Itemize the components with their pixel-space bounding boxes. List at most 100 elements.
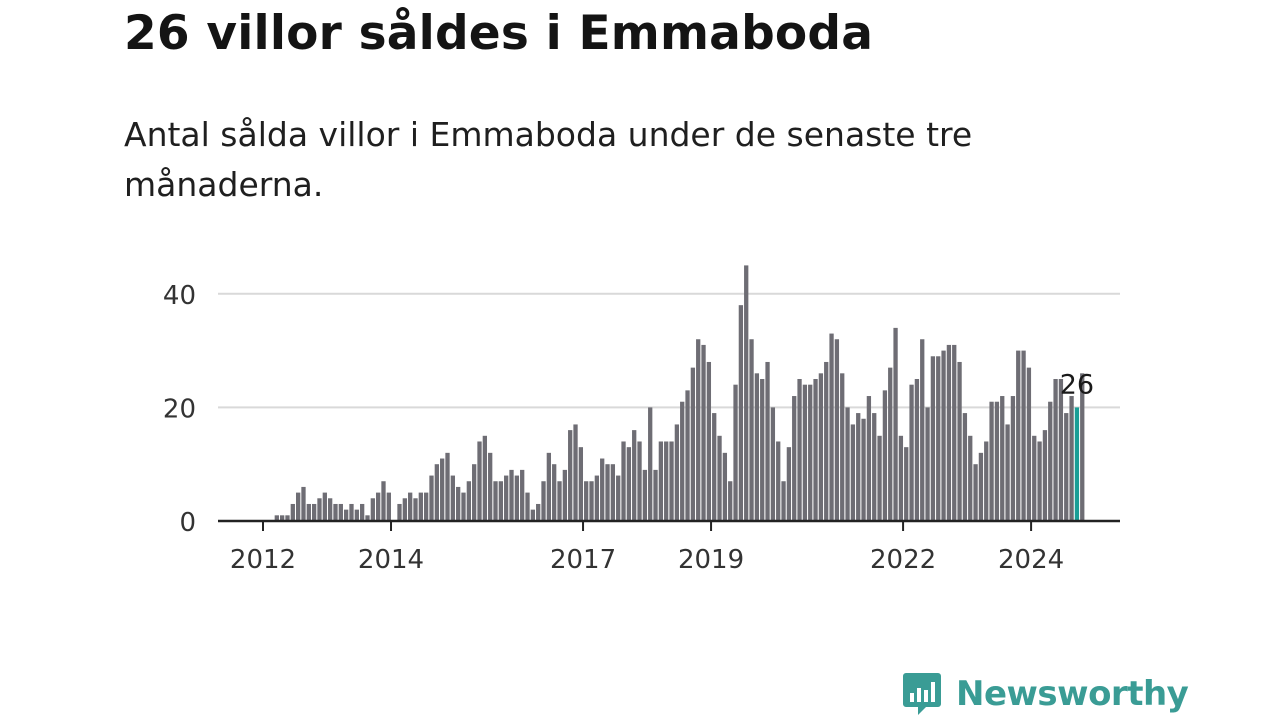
bar [386, 492, 391, 521]
bar [488, 452, 493, 521]
bar [664, 441, 669, 521]
bar [296, 492, 301, 521]
bar [898, 435, 904, 521]
bar [829, 333, 834, 521]
bar [845, 407, 850, 521]
bar [530, 509, 535, 521]
bar [648, 407, 653, 521]
bars [274, 265, 1085, 521]
bar [477, 441, 482, 521]
bar [514, 475, 519, 521]
bar [808, 384, 813, 521]
chart-subtitle: Antal sålda villor i Emmaboda under de s… [124, 115, 973, 204]
y-tick-label: 0 [179, 508, 196, 538]
bar [925, 407, 930, 521]
bar [1037, 441, 1042, 521]
bar [552, 464, 557, 521]
bar [701, 344, 706, 521]
bar [445, 452, 450, 521]
bar [872, 413, 877, 521]
bar [328, 498, 333, 521]
bar [525, 492, 530, 521]
bar [658, 441, 664, 521]
bar [653, 469, 658, 521]
bar [536, 503, 541, 521]
bar [1000, 396, 1005, 521]
bar [637, 441, 642, 521]
bar [813, 379, 818, 521]
bar [434, 464, 439, 521]
bar [605, 464, 610, 521]
bar [594, 475, 600, 521]
bar [509, 469, 514, 521]
bar [968, 435, 973, 521]
labels: 0 20 40 2012 2014 2017 2019 2022 2024 26 [163, 281, 1094, 575]
bar [685, 390, 690, 521]
bar [834, 339, 840, 521]
bar [504, 475, 509, 521]
x-tick-label: 2012 [230, 545, 296, 575]
x-tick-label: 2017 [550, 545, 616, 575]
bar [482, 435, 487, 521]
bar [1010, 396, 1016, 521]
bar [712, 413, 717, 521]
bar [616, 475, 621, 521]
bar [589, 481, 594, 521]
bar [461, 492, 466, 521]
bar [957, 361, 962, 521]
bar [989, 401, 994, 521]
bar [669, 441, 674, 521]
newsworthy-logo-icon [903, 673, 941, 715]
bar [402, 498, 407, 521]
bar [696, 339, 701, 521]
x-axis [218, 519, 1120, 531]
bar [1064, 413, 1069, 521]
bar [920, 339, 925, 521]
bar [744, 265, 749, 521]
x-tick-label: 2024 [998, 545, 1064, 575]
bar [1005, 424, 1010, 521]
y-tick-label: 40 [163, 281, 196, 311]
bar [792, 396, 797, 521]
bar [632, 430, 637, 521]
bar [882, 390, 888, 521]
bar [274, 515, 279, 521]
bar [1021, 350, 1026, 521]
bar [546, 452, 552, 521]
bar [1026, 367, 1032, 521]
bar [909, 384, 914, 521]
bar [312, 503, 317, 521]
bar [904, 447, 909, 521]
bar [381, 481, 386, 521]
bar [408, 492, 413, 521]
bar [642, 469, 648, 521]
bar [1058, 379, 1064, 521]
bar [946, 344, 952, 521]
bar [568, 430, 573, 521]
bar [333, 503, 338, 521]
bar [610, 464, 616, 521]
bar [370, 498, 375, 521]
bar [770, 407, 776, 521]
x-tick-label: 2022 [870, 545, 936, 575]
bar [717, 435, 722, 521]
bar [450, 475, 455, 521]
bar [456, 486, 461, 521]
bar [280, 515, 285, 521]
bar [733, 384, 738, 521]
bar [600, 458, 605, 521]
bar [397, 503, 402, 521]
bar [290, 503, 295, 521]
bar [824, 361, 829, 521]
bar [888, 367, 893, 521]
bar [621, 441, 626, 521]
bar [877, 435, 882, 521]
bar [797, 379, 802, 521]
bar [418, 492, 423, 521]
bar [584, 481, 589, 521]
bar [376, 492, 381, 521]
bar [781, 481, 786, 521]
y-tick-label: 20 [163, 394, 196, 424]
bar [941, 350, 946, 521]
bar [674, 424, 680, 521]
